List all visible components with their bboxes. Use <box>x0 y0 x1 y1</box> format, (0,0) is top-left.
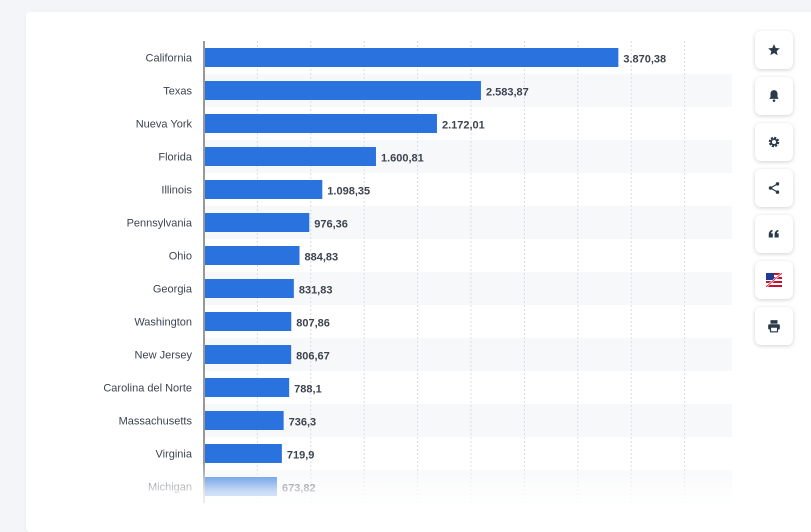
value-label: 1.098,35 <box>327 186 370 198</box>
category-label: Massachusetts <box>119 416 193 428</box>
bar[interactable] <box>205 81 481 100</box>
bar[interactable] <box>205 246 300 265</box>
star-icon <box>767 43 781 57</box>
share-button[interactable] <box>755 169 793 207</box>
bar[interactable] <box>205 279 294 298</box>
bar[interactable] <box>205 114 437 133</box>
language-button[interactable] <box>755 261 793 299</box>
flag-icon <box>766 273 782 287</box>
category-label: Pennsylvania <box>127 218 193 230</box>
cite-button[interactable] <box>755 215 793 253</box>
value-label: 831,83 <box>299 285 333 297</box>
value-label: 2.583,87 <box>486 87 529 99</box>
value-label: 884,83 <box>304 252 338 264</box>
category-label: Michigan <box>148 482 192 494</box>
value-label: 3.870,38 <box>623 54 666 66</box>
bar[interactable] <box>205 312 292 331</box>
value-label: 2.172,01 <box>442 120 485 132</box>
bar[interactable] <box>205 180 323 199</box>
value-label: 736,3 <box>289 417 317 429</box>
bar[interactable] <box>205 213 310 232</box>
value-label: 976,36 <box>314 219 348 231</box>
bell-icon <box>767 89 781 103</box>
print-button[interactable] <box>755 307 793 345</box>
row-stripe <box>204 338 732 371</box>
bar-chart: California 3.870,38 Texas 2.583,87 Nueva Yor… <box>103 41 732 503</box>
bar[interactable] <box>205 411 284 430</box>
value-label: 719,9 <box>287 450 315 462</box>
bar[interactable] <box>205 477 277 496</box>
gear-icon <box>767 135 781 149</box>
share-icon <box>767 181 781 195</box>
category-label: Carolina del Norte <box>103 383 192 395</box>
bar[interactable] <box>205 378 290 397</box>
category-label: Washington <box>134 317 192 329</box>
category-label: Ohio <box>169 251 192 263</box>
value-label: 673,82 <box>282 483 316 495</box>
bar[interactable] <box>205 48 619 67</box>
value-label: 807,86 <box>296 318 330 330</box>
bar[interactable] <box>205 444 282 463</box>
settings-button[interactable] <box>755 123 793 161</box>
bar[interactable] <box>205 345 292 364</box>
category-label: Illinois <box>161 185 192 197</box>
notification-button[interactable] <box>755 77 793 115</box>
category-label: Nueva York <box>136 119 193 131</box>
value-label: 806,67 <box>296 351 330 363</box>
quote-icon <box>767 227 781 241</box>
value-label: 1.600,81 <box>381 153 424 165</box>
category-label: Virginia <box>156 449 193 461</box>
category-label: Georgia <box>153 284 193 296</box>
category-label: Texas <box>163 86 192 98</box>
row-stripe <box>204 404 732 437</box>
category-label: Florida <box>158 152 193 164</box>
category-label: California <box>146 53 193 65</box>
bar[interactable] <box>205 147 376 166</box>
category-label: New Jersey <box>135 350 193 362</box>
printer-icon <box>767 319 781 333</box>
value-label: 788,1 <box>294 384 322 396</box>
favorite-button[interactable] <box>755 31 793 69</box>
